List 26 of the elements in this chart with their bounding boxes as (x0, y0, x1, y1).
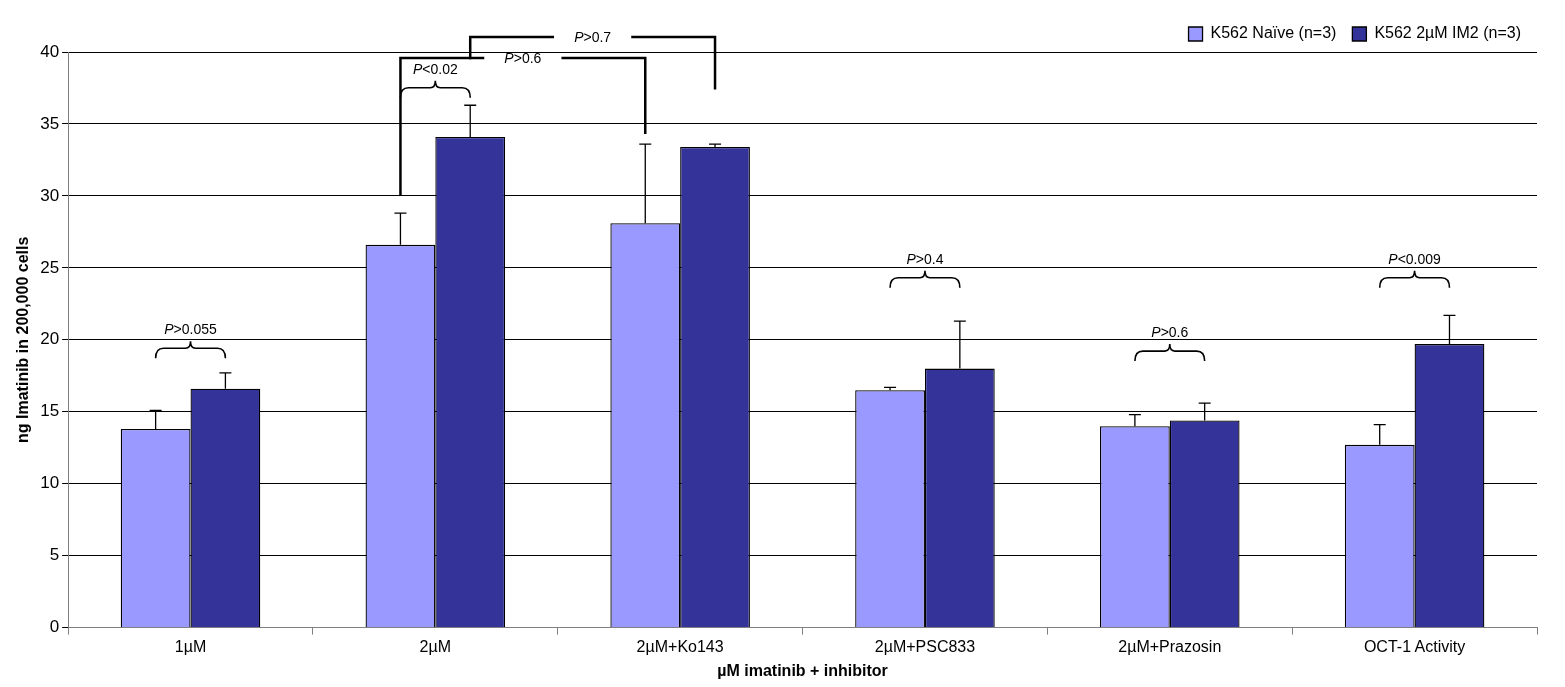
x-tick-label: 2µM+PSC833 (874, 637, 976, 655)
annotation: P>0.6 (504, 50, 542, 66)
x-tick-label: 1µM (174, 637, 207, 655)
legend-label: K562 2µM IM2 (n=3) (1374, 24, 1522, 42)
y-tick-label: 35 (40, 113, 60, 133)
y-axis-title: ng Imatinib in 200,000 cells (14, 236, 32, 443)
x-tick-label: OCT-1 Activity (1363, 637, 1466, 655)
annotation: P<0.009 (1388, 250, 1442, 267)
y-tick-label: 10 (40, 473, 60, 493)
annotation: P>0.055 (164, 321, 217, 338)
y-tick-label: 40 (40, 41, 60, 61)
text: P>0.7 (574, 29, 612, 45)
y-tick-label: 0 (49, 617, 60, 637)
annotation: P>0.6 (1151, 324, 1189, 341)
x-axis-title: µM imatinib + inhibitor (717, 661, 888, 679)
x-tick-label: 2µM (419, 637, 452, 655)
annotation: P<0.02 (412, 60, 458, 77)
y-tick-label: 5 (49, 545, 60, 565)
x-tick-label: 2µM+Prazosin (1118, 637, 1222, 655)
y-tick-label: 30 (40, 185, 60, 205)
y-tick-label: 25 (40, 257, 60, 277)
annotation: P>0.4 (906, 250, 944, 267)
x-tick-label: 2µM+Ko143 (636, 637, 724, 655)
y-tick-label: 15 (40, 401, 60, 421)
y-tick-label: 20 (40, 329, 60, 349)
legend-label: K562 Naïve (n=3) (1210, 24, 1337, 42)
